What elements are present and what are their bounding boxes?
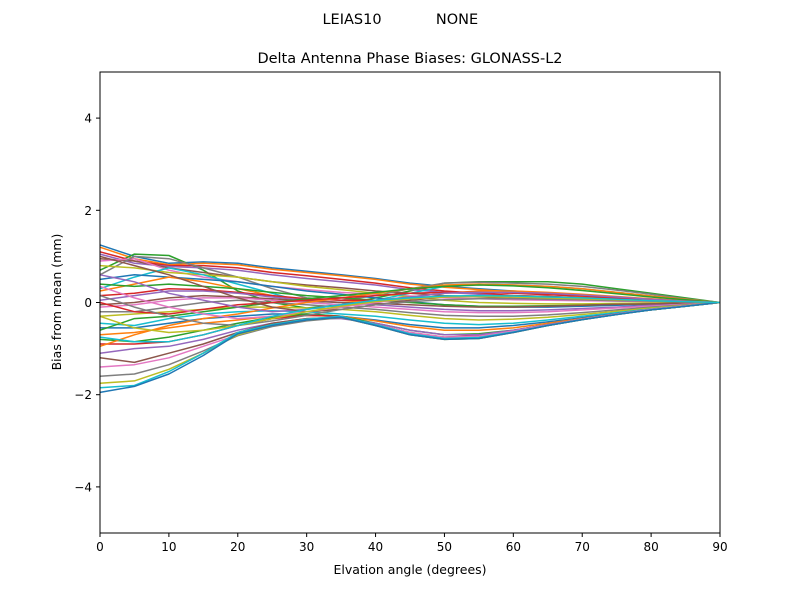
series-line [99,294,721,327]
suptitle-radome: NONE [436,12,478,28]
series-line [99,301,721,394]
x-tick-label: 70 [575,540,590,554]
y-axis-label: Bias from mean (mm) [49,234,64,371]
series-line [99,297,721,314]
series-line [99,294,721,343]
plot-area [99,244,721,394]
x-tick-label: 20 [230,540,245,554]
x-tick-label: 90 [712,540,727,554]
series-line [99,291,721,315]
y-tick-label: 4 [84,112,92,126]
series-line [99,284,721,331]
chart-title: Delta Antenna Phase Biases: GLONASS-L2 [257,51,562,67]
x-axis: 0 10 20 30 40 50 60 70 80 90 [96,533,728,554]
y-tick-label: −4 [74,480,92,494]
x-tick-label: 60 [506,540,521,554]
series-line [99,294,721,308]
suptitle-antenna: LEIAS10 [322,12,381,28]
x-tick-label: 80 [643,540,658,554]
series-line [99,290,721,312]
x-tick-label: 40 [368,540,383,554]
x-tick-label: 50 [437,540,452,554]
series-line [100,299,721,318]
y-tick-label: −2 [74,388,92,402]
x-tick-label: 10 [161,540,176,554]
y-axis: −4 −2 0 2 4 [74,112,100,494]
y-tick-label: 0 [84,296,92,310]
series-line [99,274,721,313]
x-axis-label: Elvation angle (degrees) [333,562,486,577]
y-tick-label: 2 [84,204,92,218]
x-tick-label: 30 [299,540,314,554]
series-line [99,253,721,309]
x-tick-label: 0 [96,540,104,554]
